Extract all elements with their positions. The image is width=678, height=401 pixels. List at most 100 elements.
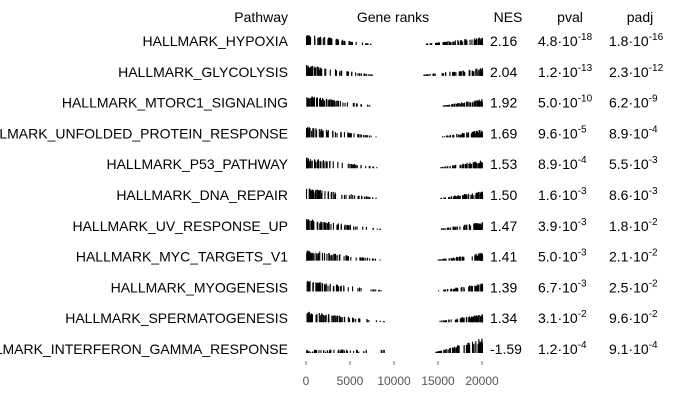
gene-rank-tick <box>372 228 374 230</box>
gene-rank-tick <box>353 318 355 323</box>
gene-rank-tick <box>468 163 470 169</box>
pathway-label: HALLMARK_SPERMATOGENESIS <box>65 310 288 326</box>
gene-rank-tick <box>329 69 331 76</box>
gene-rank-tick <box>454 71 456 76</box>
gene-rank-tick <box>481 71 483 76</box>
gene-rank-tick <box>306 350 308 353</box>
gene-rank-tick <box>480 224 482 230</box>
gene-rank-tick <box>329 286 331 292</box>
padj-value-base: ·10 <box>628 218 648 234</box>
gene-rank-tick <box>477 101 479 107</box>
gene-rank-tick <box>461 102 463 107</box>
gene-rank-tick <box>333 101 335 107</box>
gene-rank-tick <box>352 286 354 292</box>
gene-rank-tick <box>328 314 330 323</box>
padj-value-base: ·10 <box>628 156 648 172</box>
x-tick-label: 5000 <box>337 374 364 388</box>
gene-rank-tick <box>463 103 465 107</box>
gene-rank-tick <box>306 313 308 323</box>
pval-value: 6.7·10-3 <box>538 278 587 295</box>
gene-rank-tick <box>307 66 309 76</box>
gene-rank-tick <box>329 37 331 45</box>
pval-value-mantissa: 5.0 <box>538 249 558 265</box>
gene-rank-tick <box>320 193 322 199</box>
gene-rank-tick <box>322 160 324 169</box>
gene-rank-tick <box>328 222 330 230</box>
gene-rank-tick <box>478 339 480 353</box>
gene-rank-tick <box>310 97 312 107</box>
gene-rank-tick <box>444 258 446 261</box>
gene-rank-tick <box>381 350 383 353</box>
gene-rank-tick <box>331 315 333 323</box>
padj-value-mantissa: 9.6 <box>609 310 629 326</box>
gene-rank-tick <box>460 165 462 169</box>
pval-value-mantissa: 9.6 <box>538 125 558 141</box>
gene-rank-tick <box>308 252 310 261</box>
pval-value-exponent: -10 <box>578 94 593 105</box>
gene-rank-tick <box>307 161 309 169</box>
gene-rank-tick <box>441 259 443 261</box>
pval-value-mantissa: 3.1 <box>538 310 558 326</box>
padj-value-exponent: -2 <box>649 278 658 289</box>
gene-rank-tick <box>349 41 351 45</box>
gene-rank-tick <box>448 197 450 199</box>
pval-value-mantissa: 3.9 <box>538 218 558 234</box>
gene-rank-tick <box>458 346 460 353</box>
gene-rank-tick <box>368 74 370 76</box>
padj-value-mantissa: 8.9 <box>609 125 629 141</box>
gene-rank-tick <box>443 320 445 323</box>
gene-rank-tick <box>356 103 358 107</box>
gene-rank-tick <box>469 163 471 169</box>
gene-rank-tick <box>347 163 349 169</box>
gene-rank-tick <box>453 289 455 292</box>
gene-rank-tick <box>442 258 444 261</box>
gene-rank-tick <box>462 70 464 76</box>
gene-rank-tick <box>337 351 339 353</box>
gene-rank-tick <box>439 259 441 261</box>
gene-rank-tick <box>326 350 328 353</box>
gene-rank-tick <box>349 350 351 353</box>
gene-rank-tick <box>425 43 427 45</box>
gene-rank-tick <box>440 167 442 169</box>
gene-rank-tick <box>444 105 446 107</box>
gene-rank-tick <box>324 191 326 199</box>
table-row: HALLMARK_P53_PATHWAY 1.53 8.9·10-4 5.5·10-3 <box>106 155 658 172</box>
gene-rank-tick <box>468 70 470 76</box>
gene-rank-tick <box>467 342 469 353</box>
gene-rank-tick <box>446 105 448 107</box>
gene-rank-tick <box>480 256 482 261</box>
gene-rank-tick <box>375 136 377 138</box>
gene-rank-barcode <box>306 311 484 323</box>
gene-rank-tick <box>350 194 352 199</box>
gene-rank-tick <box>453 134 455 138</box>
gene-rank-tick <box>328 223 330 230</box>
gene-rank-tick <box>315 128 317 138</box>
gene-rank-tick <box>460 287 462 292</box>
gene-rank-tick <box>462 134 464 138</box>
gene-rank-tick <box>447 349 449 353</box>
nes-value: -1.59 <box>490 341 522 357</box>
gene-rank-tick <box>320 161 322 169</box>
x-tick-label: 0 <box>303 374 310 388</box>
gene-rank-tick <box>323 315 325 323</box>
pathway-label: HALLMARK_UV_RESPONSE_UP <box>72 218 288 234</box>
gene-rank-tick <box>319 67 321 76</box>
gene-rank-tick <box>336 100 338 107</box>
gene-rank-tick <box>465 194 467 199</box>
gene-rank-tick <box>379 228 381 230</box>
pval-value-exponent: -2 <box>578 309 587 320</box>
gene-rank-barcode <box>306 188 484 199</box>
gene-rank-tick <box>314 35 316 45</box>
gene-rank-tick <box>309 38 311 45</box>
gene-rank-tick <box>334 253 336 261</box>
table-row: HALLMARK_UV_RESPONSE_UP 1.47 3.9·10-3 1.8·1… <box>72 217 658 234</box>
gene-rank-tick <box>320 350 322 353</box>
gene-rank-tick <box>454 40 456 45</box>
gene-rank-tick <box>481 222 483 230</box>
gene-rank-tick <box>481 37 483 45</box>
gene-rank-tick <box>315 161 317 169</box>
gene-rank-tick <box>325 314 327 323</box>
gene-rank-tick <box>324 100 326 107</box>
gene-rank-tick <box>366 74 368 76</box>
gene-rank-tick <box>307 280 309 292</box>
